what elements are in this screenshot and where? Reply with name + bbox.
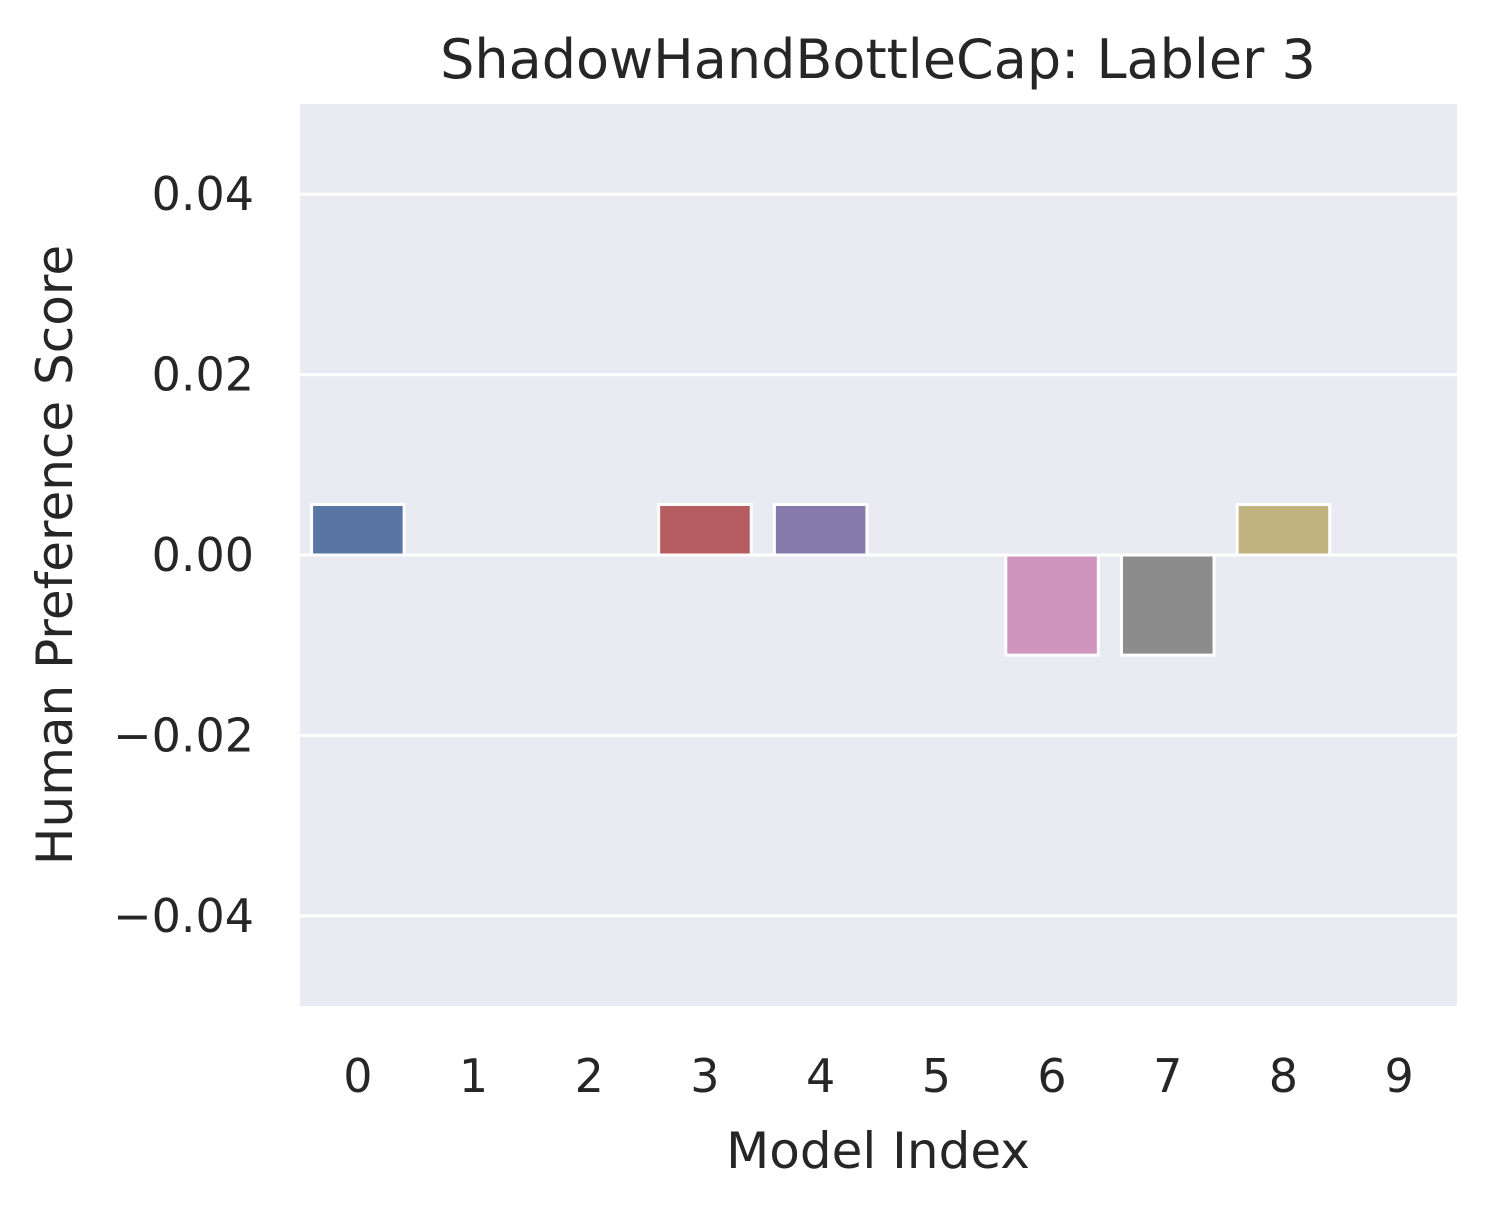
x-tick-label: 8 — [1269, 1049, 1298, 1103]
bar-4 — [772, 502, 869, 557]
x-tick-label: 7 — [1153, 1049, 1182, 1103]
x-tick-label: 1 — [459, 1049, 488, 1103]
x-tick-label: 3 — [690, 1049, 719, 1103]
x-tick-label: 0 — [343, 1049, 372, 1103]
bar-6 — [1004, 553, 1100, 657]
x-tick-labels: 0 1 2 3 4 5 6 7 8 9 — [343, 1049, 1414, 1103]
x-tick-label: 2 — [575, 1049, 604, 1103]
y-axis-label: Human Preference Score — [26, 245, 84, 865]
y-tick-label: 0.00 — [152, 528, 254, 582]
x-tick-label: 6 — [1037, 1049, 1066, 1103]
bar-8 — [1235, 502, 1332, 557]
x-tick-label: 4 — [806, 1049, 835, 1103]
y-tick-label: 0.02 — [152, 348, 254, 402]
bar-7 — [1119, 553, 1216, 657]
bars — [310, 502, 1332, 657]
chart-title: ShadowHandBottleCap: Labler 3 — [440, 28, 1316, 91]
x-tick-label: 5 — [922, 1049, 951, 1103]
y-tick-label: −0.02 — [113, 708, 254, 762]
bar-0 — [310, 502, 406, 557]
y-tick-label: −0.04 — [113, 889, 254, 943]
y-tick-labels: −0.04 −0.02 0.00 0.02 0.04 — [113, 167, 254, 943]
x-tick-label: 9 — [1385, 1049, 1414, 1103]
bar-3 — [657, 502, 753, 557]
y-tick-label: 0.04 — [152, 167, 254, 221]
x-axis-label: Model Index — [726, 1122, 1030, 1180]
